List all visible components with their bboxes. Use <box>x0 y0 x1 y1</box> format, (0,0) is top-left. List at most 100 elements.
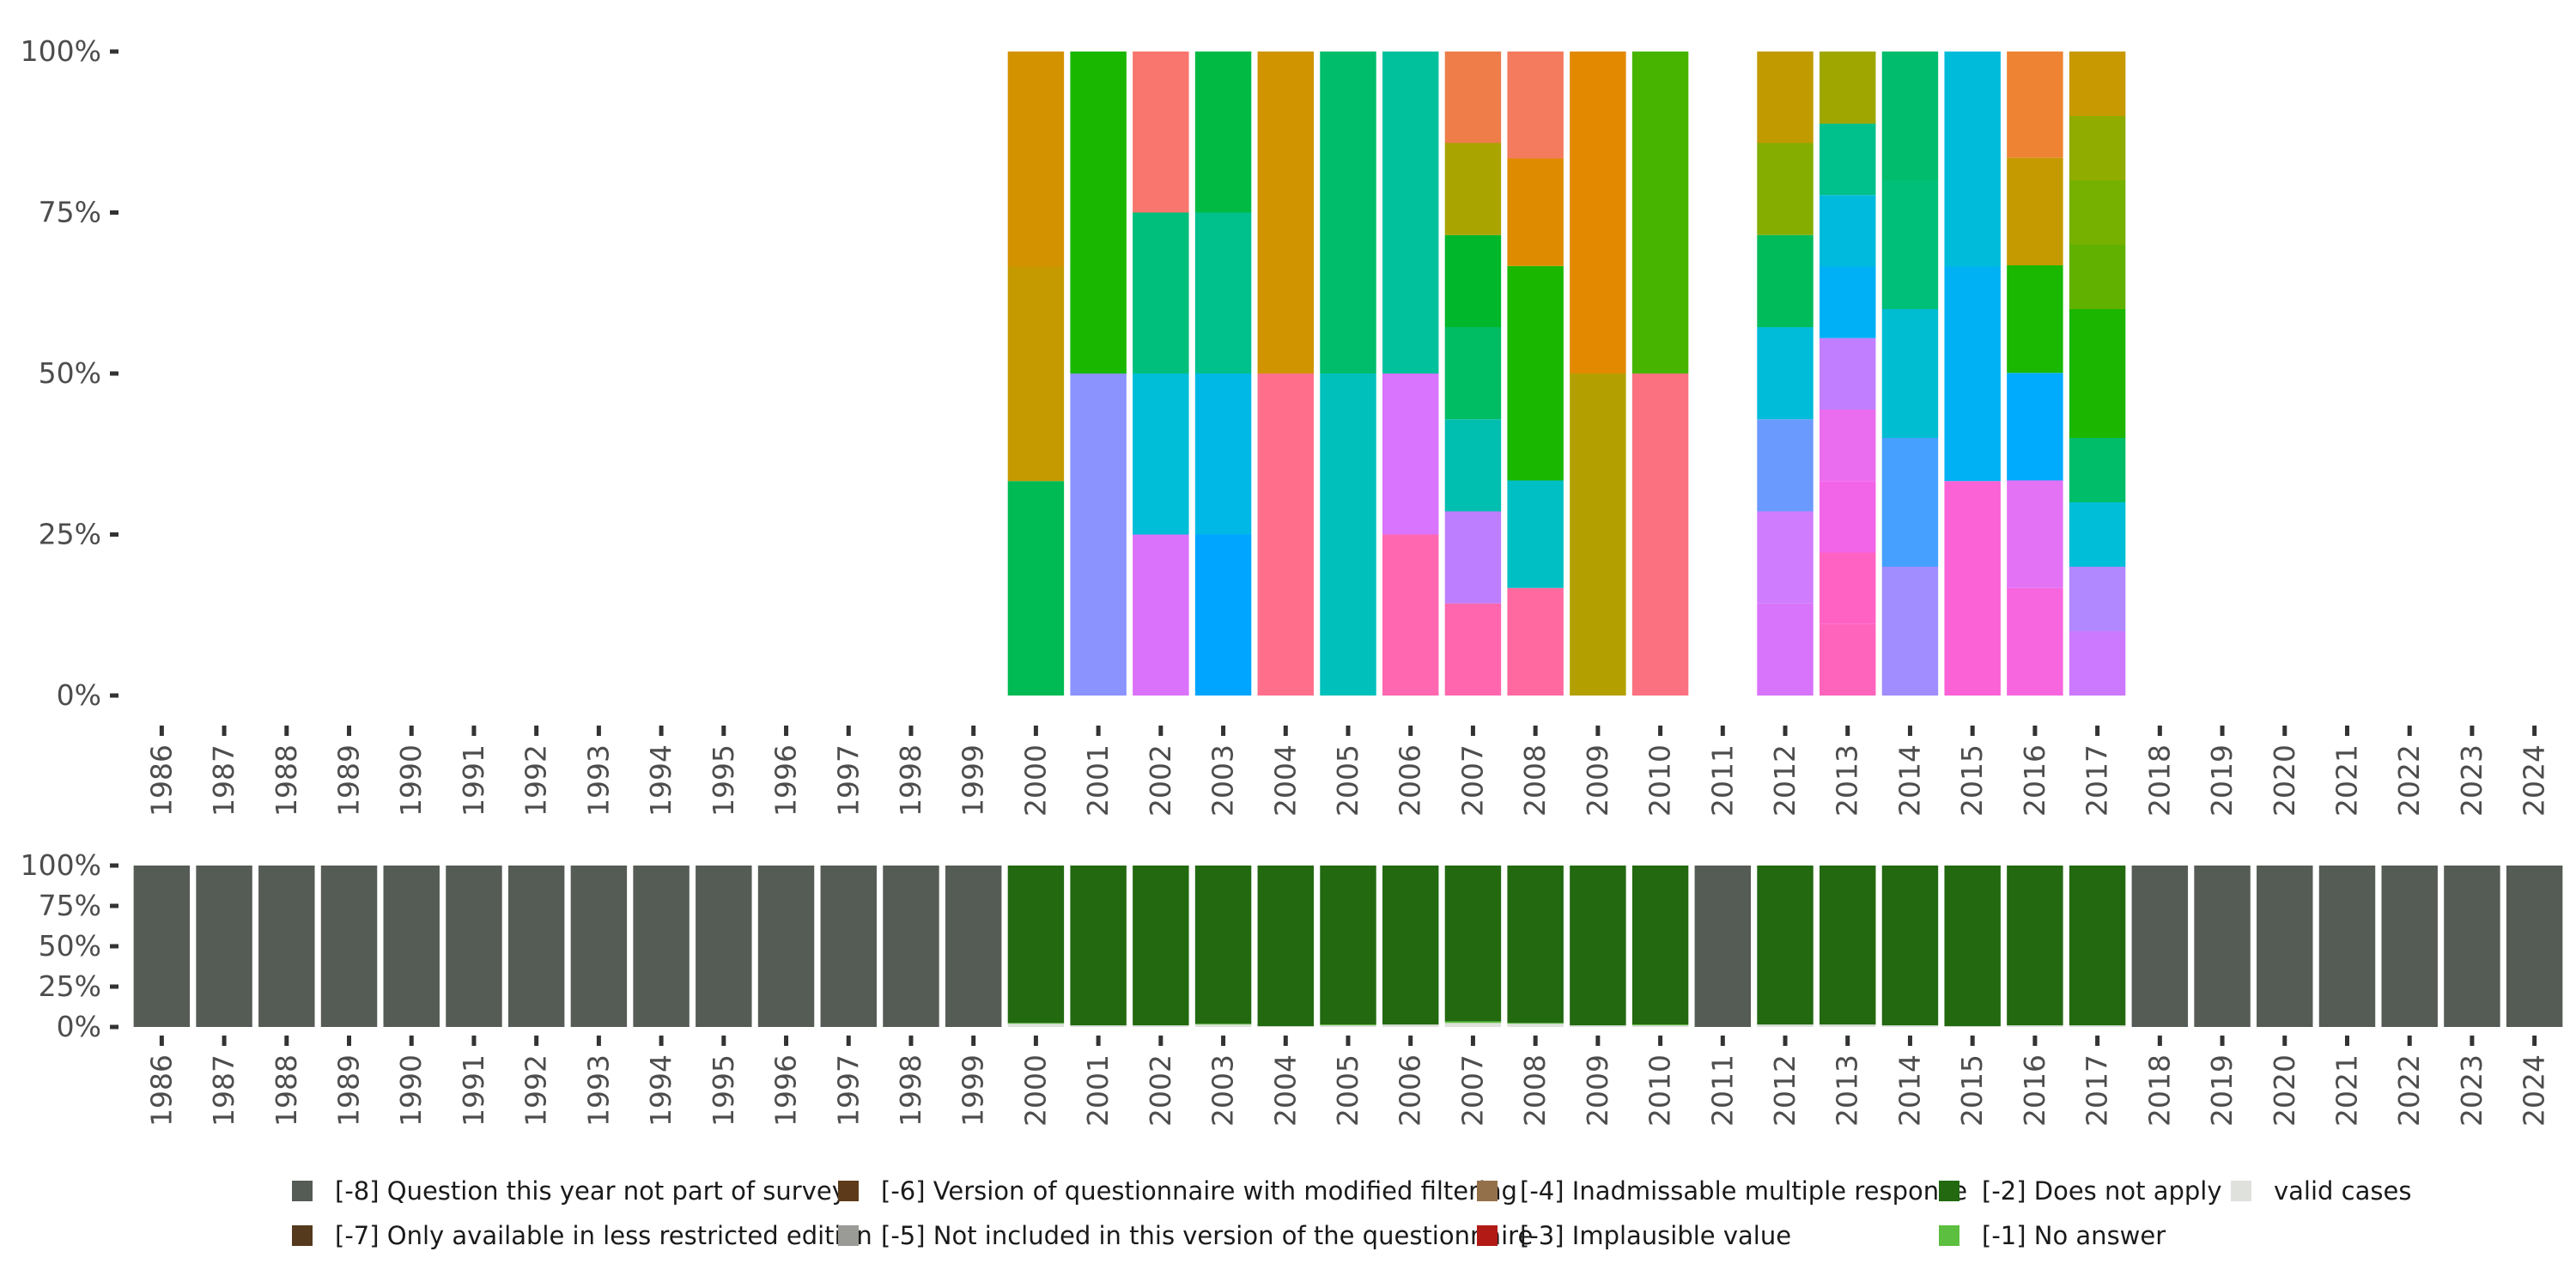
legend-item-not-part-of-survey: [-8] Question this year not part of surv… <box>292 1176 847 1206</box>
top-x-tick <box>721 726 726 736</box>
bottom-bar-segment-2007-no_answer <box>1444 1021 1502 1024</box>
bottom-bar-segment-1999-not_part <box>945 866 1002 1027</box>
bottom-x-tick <box>2344 1036 2349 1046</box>
bottom-bar-segment-2006-valid <box>1382 1024 1439 1027</box>
top-bar-segment-2016 <box>2007 480 2063 588</box>
top-x-tick-label: 1987 <box>207 744 240 817</box>
top-y-tick-label: 0% <box>57 678 101 712</box>
top-x-tick-label: 1996 <box>769 744 803 817</box>
top-x-tick-label: 2000 <box>1018 744 1052 817</box>
top-x-tick-label: 2011 <box>1705 744 1739 817</box>
bottom-x-tick-label: 2003 <box>1206 1054 1240 1127</box>
top-x-tick-label: 2021 <box>2330 744 2363 817</box>
top-y-tick <box>110 371 118 376</box>
bottom-x-tick <box>409 1036 414 1046</box>
top-bar-segment-2001 <box>1070 52 1127 374</box>
top-y-tick-label: 25% <box>39 518 101 551</box>
top-x-tick-label: 2009 <box>1581 744 1614 817</box>
top-x-tick-label: 1988 <box>270 744 303 817</box>
bottom-bar-segment-2004-valid <box>1257 1026 1315 1027</box>
top-bar-segment-2009 <box>1570 52 1626 374</box>
top-bar-segment-2007 <box>1444 52 1502 143</box>
top-x-tick-label: 2015 <box>1955 744 1989 817</box>
legend-label: [-6] Version of questionnaire with modif… <box>881 1176 1517 1206</box>
top-bar-segment-2017 <box>2069 116 2126 180</box>
bottom-x-tick <box>2157 1036 2162 1046</box>
bottom-bar-segment-2015-does_not_apply <box>1944 866 2001 1027</box>
bottom-bar-segment-2016-valid <box>2007 1025 2063 1027</box>
top-x-tick-label: 2001 <box>1081 744 1115 817</box>
legend-item-less-restricted-edition: [-7] Only available in less restricted e… <box>292 1221 872 1250</box>
top-x-tick <box>971 726 976 736</box>
bottom-x-tick-label: 2006 <box>1394 1054 1427 1127</box>
top-x-tick <box>1158 726 1163 736</box>
top-x-tick <box>1033 726 1038 736</box>
top-bar-segment-2017 <box>2069 502 2126 567</box>
top-bar-segment-2013 <box>1820 52 1876 124</box>
top-bar-segment-2014 <box>1881 180 1939 309</box>
bottom-x-tick-label: 2022 <box>2392 1054 2426 1127</box>
top-x-tick-label: 2018 <box>2142 744 2176 817</box>
top-x-tick <box>596 726 601 736</box>
bottom-bar-segment-2001-does_not_apply <box>1070 866 1127 1026</box>
bottom-bar-segment-2016-does_not_apply <box>2007 866 2063 1026</box>
bottom-x-tick <box>2220 1036 2225 1046</box>
bottom-bar-segment-2010-valid <box>1631 1025 1689 1027</box>
legend-label: [-1] No answer <box>1982 1221 2166 1250</box>
top-bar-segment-2017 <box>2069 567 2126 631</box>
bottom-y-tick <box>110 944 118 949</box>
bottom-bar-segment-2012-valid <box>1757 1024 1814 1027</box>
top-x-tick-label: 1991 <box>457 744 490 817</box>
bottom-x-tick <box>2470 1036 2475 1046</box>
bottom-x-tick-label: 1991 <box>457 1054 490 1127</box>
bottom-bar-segment-2012-does_not_apply <box>1757 866 1814 1025</box>
legend-item-valid-cases: valid cases <box>2231 1176 2411 1206</box>
bottom-bar-segment-2002-valid <box>1133 1025 1189 1027</box>
top-x-tick-label: 1993 <box>581 744 615 817</box>
bottom-bar-segment-2015-valid <box>1944 1026 2001 1027</box>
top-x-tick-label: 2024 <box>2518 744 2551 817</box>
bottom-bar-segment-2010-no_answer <box>1631 1024 1689 1026</box>
top-x-tick-label: 2014 <box>1893 744 1926 817</box>
bottom-x-tick <box>2032 1036 2038 1046</box>
top-x-tick <box>1970 726 1975 736</box>
bottom-y-tick <box>110 984 118 989</box>
top-bar-segment-2002 <box>1133 52 1189 213</box>
top-y-tick <box>110 210 118 215</box>
legend: [-8] Question this year not part of surv… <box>292 1176 2524 1271</box>
top-bar-segment-2007 <box>1444 234 1502 327</box>
bottom-bar-segment-2020-not_part <box>2257 866 2313 1027</box>
bottom-bar-segment-1993-not_part <box>570 866 628 1027</box>
top-bar-segment-2013 <box>1820 124 1876 196</box>
bottom-x-tick <box>534 1036 539 1046</box>
bottom-bar-segment-2014-valid <box>1881 1025 1939 1027</box>
top-bar-segment-2005 <box>1320 374 1376 696</box>
top-bar-segment-2000 <box>1007 266 1065 482</box>
top-x-tick <box>284 726 289 736</box>
bottom-bar-segment-2009-valid <box>1570 1025 1626 1027</box>
top-bar-segment-2012 <box>1757 603 1814 696</box>
top-y-tick-label: 75% <box>39 196 101 229</box>
legend-swatch <box>1939 1225 1959 1246</box>
bottom-bar-segment-1994-not_part <box>633 866 690 1027</box>
bottom-bar-segment-1992-not_part <box>507 866 565 1027</box>
bottom-x-tick-label: 2013 <box>1831 1054 1864 1127</box>
top-bar-segment-2007 <box>1444 511 1502 604</box>
bottom-y-tick <box>110 863 118 868</box>
top-bar-segment-2003 <box>1194 212 1252 374</box>
top-bar-segment-2016 <box>2007 265 2063 374</box>
top-x-tick <box>908 726 914 736</box>
bottom-bar-segment-2000-valid <box>1007 1024 1065 1027</box>
top-bar-segment-2010 <box>1631 374 1689 696</box>
top-x-tick <box>846 726 851 736</box>
bottom-x-tick-label: 2024 <box>2518 1054 2551 1127</box>
bottom-bar-segment-1991-not_part <box>446 866 502 1027</box>
bottom-x-tick-label: 2015 <box>1955 1054 1989 1127</box>
bottom-x-tick-label: 2012 <box>1768 1054 1801 1127</box>
bottom-bar-segment-2005-valid <box>1320 1025 1376 1027</box>
top-x-tick-label: 2017 <box>2081 744 2114 817</box>
top-bar-segment-2013 <box>1820 337 1876 410</box>
top-x-tick <box>1346 726 1351 736</box>
bottom-bar-segment-2024-not_part <box>2506 866 2563 1027</box>
